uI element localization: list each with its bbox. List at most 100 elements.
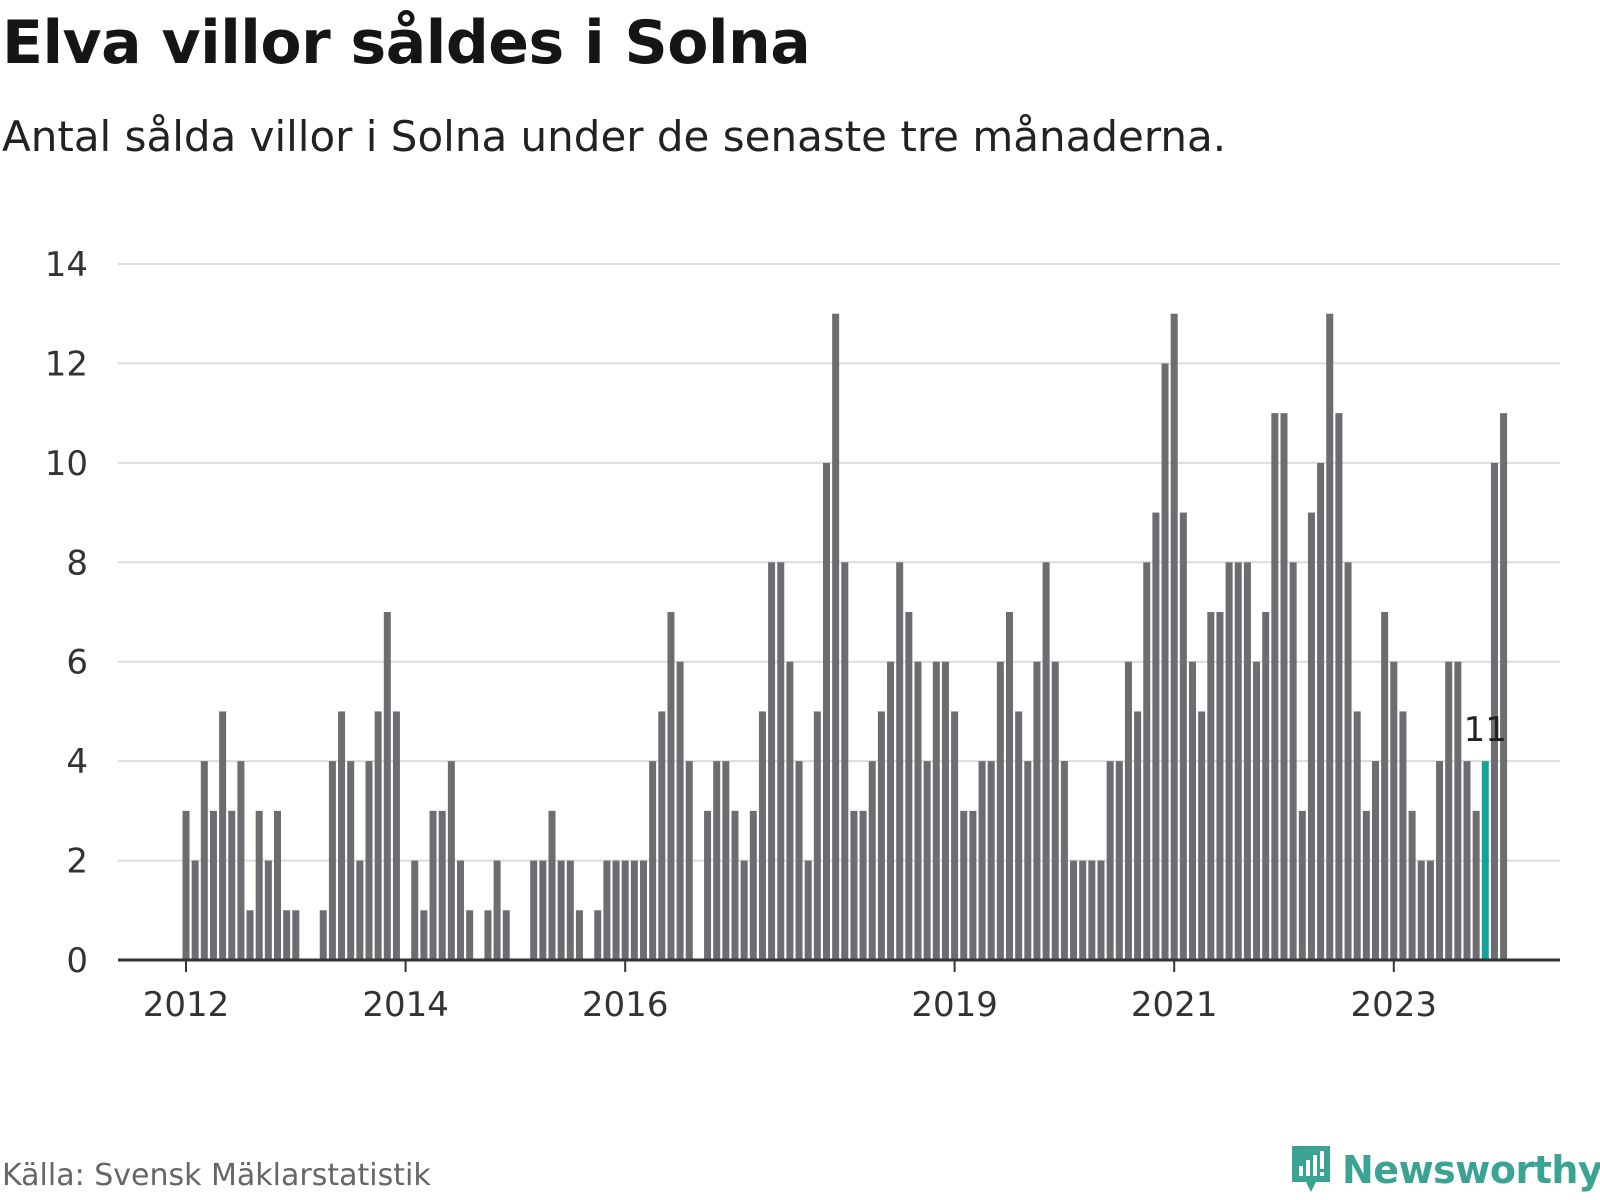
x-tick-label: 2021 [1131, 985, 1218, 1025]
bar [1408, 810, 1416, 960]
bar [813, 711, 821, 960]
bar [1170, 313, 1178, 960]
bar [987, 761, 995, 960]
y-tick-label: 14 [45, 245, 88, 285]
bar [1015, 711, 1023, 960]
bar [1353, 711, 1361, 960]
bar [658, 711, 666, 960]
bar [951, 711, 959, 960]
bar [557, 860, 565, 960]
x-tick-label: 2019 [911, 985, 998, 1025]
bar [1463, 761, 1471, 960]
y-tick-label: 12 [45, 344, 88, 384]
bar [786, 661, 794, 960]
bar [319, 910, 327, 960]
bar [1134, 711, 1142, 960]
bar [438, 810, 446, 960]
bar [1271, 413, 1279, 961]
bar [1335, 413, 1343, 961]
bar [1326, 313, 1334, 960]
bar [1262, 612, 1270, 960]
bar [1024, 761, 1032, 960]
bar [338, 711, 346, 960]
bar [1115, 761, 1123, 960]
bar [1472, 810, 1480, 960]
bar [484, 910, 492, 960]
bar [374, 711, 382, 960]
bar [539, 860, 547, 960]
bar [1179, 512, 1187, 960]
bar [1124, 661, 1132, 960]
bar [1372, 761, 1379, 960]
bar [466, 910, 474, 960]
bar [1161, 363, 1169, 960]
bar [841, 562, 849, 960]
y-tick-label: 2 [66, 842, 88, 882]
bar [429, 810, 437, 960]
bar [1225, 562, 1233, 960]
y-tick-label: 6 [66, 643, 88, 683]
bar [1426, 860, 1434, 960]
bar [1500, 413, 1508, 961]
bar [630, 860, 638, 960]
bar [704, 810, 712, 960]
chart-title: Elva villor såldes i Solna [2, 8, 811, 78]
bar [777, 562, 785, 960]
bar [685, 761, 693, 960]
bar [1051, 661, 1059, 960]
bar [1280, 413, 1288, 961]
bar [255, 810, 263, 960]
bar [1234, 562, 1242, 960]
bar [1445, 661, 1453, 960]
bar [1362, 810, 1370, 960]
bar [264, 860, 272, 960]
bar [1143, 562, 1151, 960]
brand-logo: Newsworthy [1288, 1140, 1600, 1200]
x-tick-label: 2023 [1351, 985, 1438, 1025]
bar [1216, 612, 1224, 960]
bar [877, 711, 885, 960]
bar [530, 860, 538, 960]
bar [219, 711, 227, 960]
bar [740, 860, 748, 960]
highlight-value-label: 11 [1464, 710, 1507, 750]
bar [859, 810, 867, 960]
bar [1253, 661, 1261, 960]
bar [1152, 512, 1160, 960]
y-tick-label: 0 [66, 941, 88, 981]
bar [594, 910, 602, 960]
bar [603, 860, 611, 960]
bar [228, 810, 236, 960]
bar [1088, 860, 1096, 960]
y-tick-label: 8 [66, 543, 88, 583]
y-tick-label: 10 [45, 444, 88, 484]
bar [575, 910, 583, 960]
bar [447, 761, 455, 960]
bar [649, 761, 657, 960]
bar [1097, 860, 1105, 960]
bar [191, 860, 199, 960]
bar [804, 860, 812, 960]
bar [200, 761, 208, 960]
bar [292, 910, 300, 960]
bar [420, 910, 428, 960]
bar [914, 661, 922, 960]
bar [768, 562, 776, 960]
bar [502, 910, 510, 960]
bar [823, 462, 830, 960]
bar [1042, 562, 1050, 960]
bar [1390, 661, 1398, 960]
bar [1399, 711, 1407, 960]
bar [1207, 612, 1215, 960]
bar [411, 860, 419, 960]
chart-subtitle: Antal sålda villor i Solna under de sena… [2, 112, 1227, 161]
bar [676, 661, 684, 960]
bar [1033, 661, 1041, 960]
bar [923, 761, 931, 960]
newsworthy-logo-icon [1292, 1146, 1330, 1192]
bar [795, 761, 803, 960]
highlight-bar [1481, 761, 1489, 960]
bar [283, 910, 291, 960]
bar [667, 612, 675, 960]
x-tick-label: 2016 [582, 985, 669, 1025]
